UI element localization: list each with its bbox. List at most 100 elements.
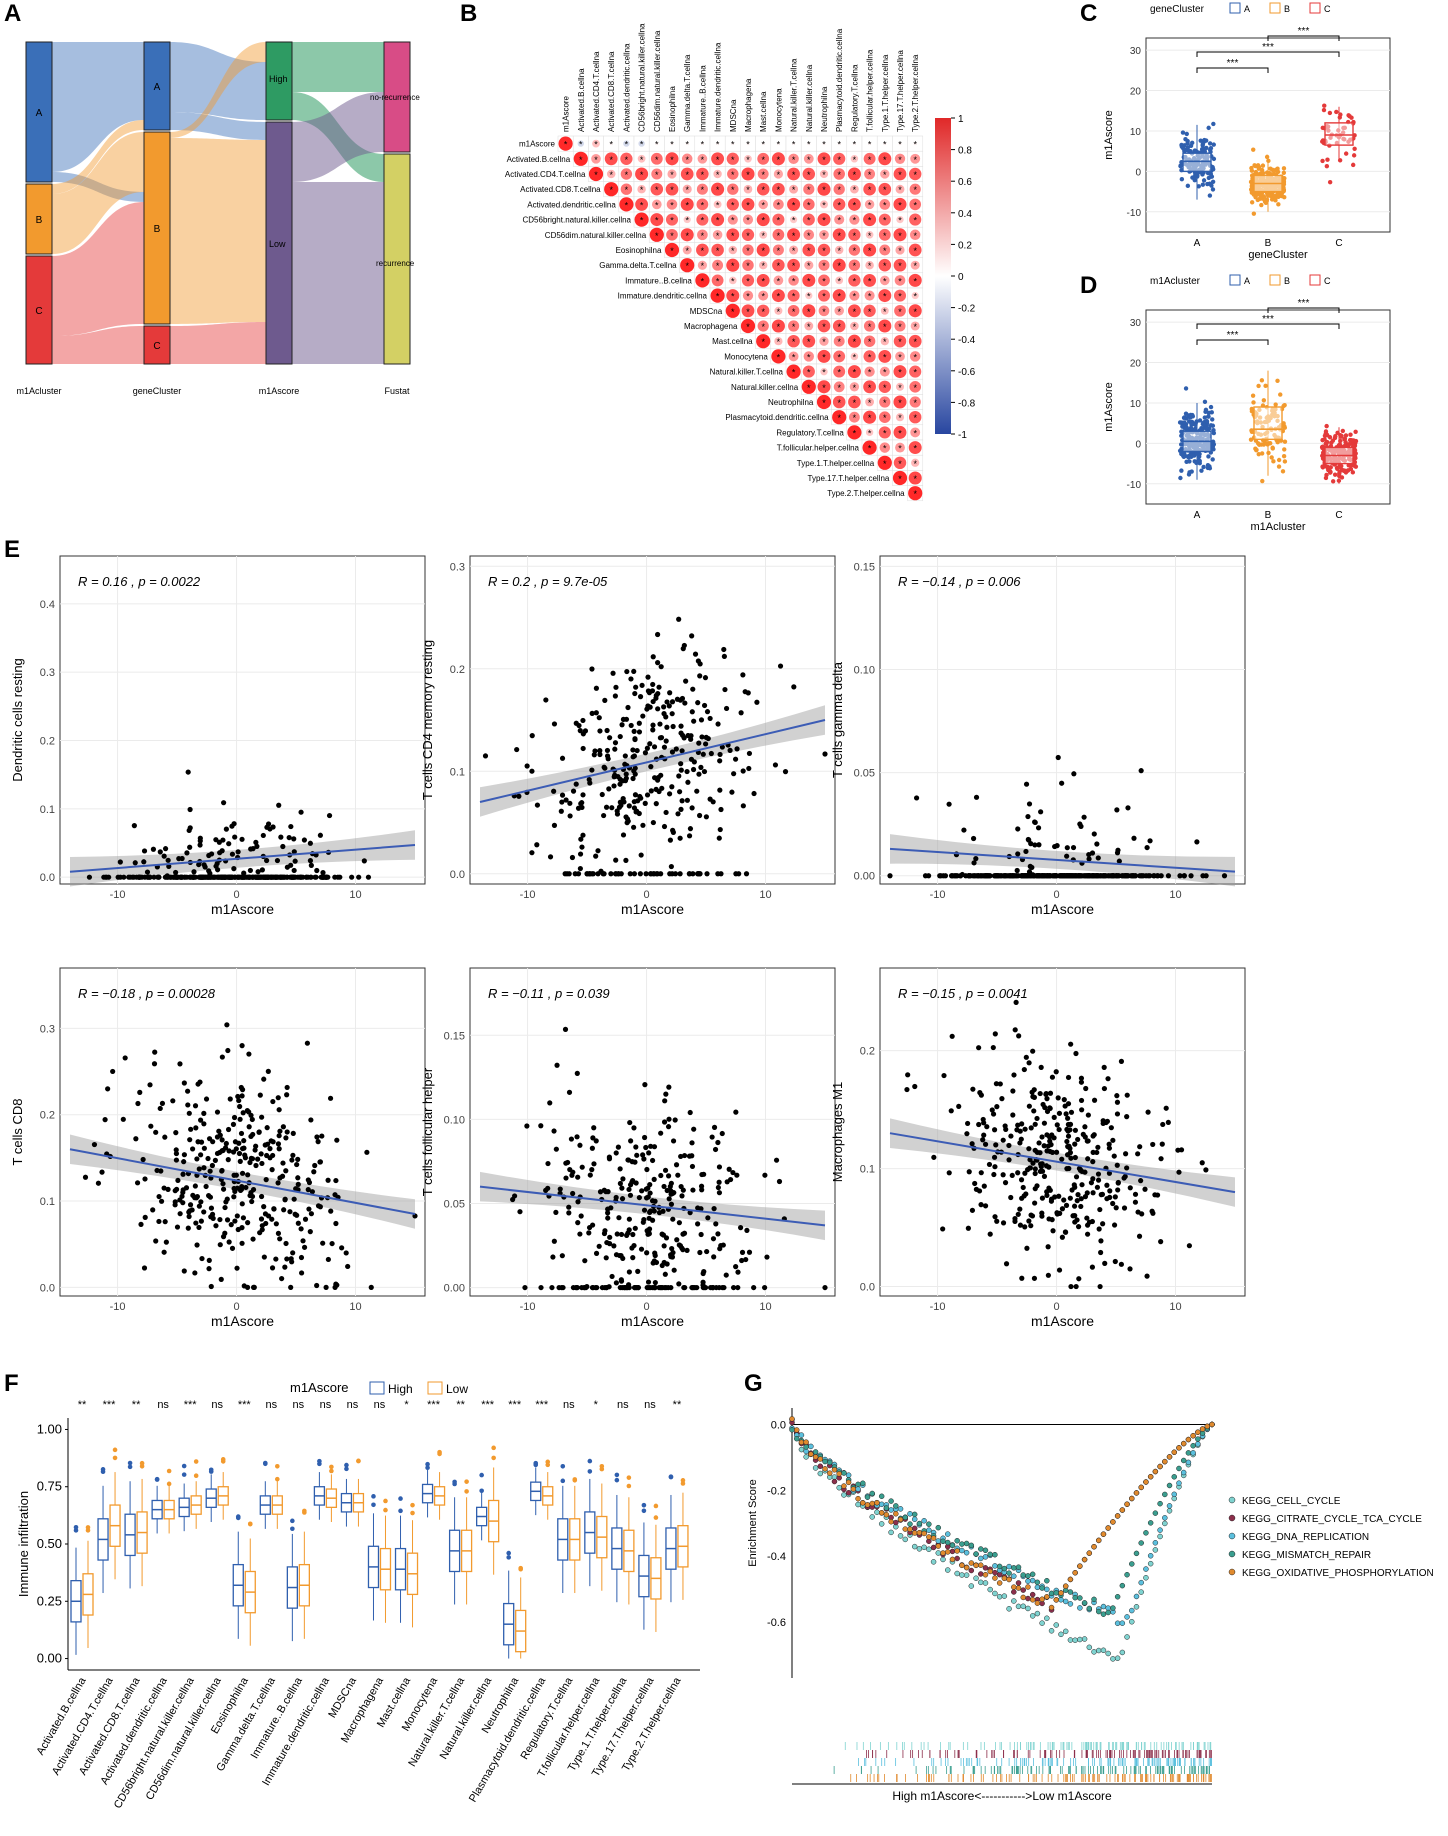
data-point (187, 806, 193, 813)
data-point (969, 1141, 975, 1147)
corr-star: * (625, 140, 629, 150)
data-point (1067, 1195, 1073, 1201)
es-point (1044, 1615, 1050, 1622)
corr-circle (880, 306, 889, 315)
stat-annotation: R = −0.11 , p = 0.039 (488, 986, 610, 1001)
data-point (152, 1049, 158, 1055)
outlier (344, 1466, 349, 1472)
corr-star: * (883, 444, 887, 454)
data-point (641, 1156, 647, 1162)
corr-circle (773, 169, 784, 179)
corr-circle (819, 229, 829, 240)
corr-star: * (853, 231, 857, 241)
corr-col-label: Mast.cellna (759, 91, 768, 132)
data-point (1118, 1261, 1124, 1267)
node-genecluster-c (143, 325, 171, 365)
x-tick-label: -10 (520, 889, 536, 901)
corr-star: * (777, 231, 781, 241)
corr-star: * (913, 474, 917, 484)
flow-gb-low (170, 138, 266, 324)
es-point (855, 1501, 861, 1508)
fit-line (479, 1185, 826, 1227)
corr-circle (726, 198, 739, 211)
corr-star: * (837, 292, 841, 302)
es-point (1138, 1589, 1144, 1595)
data-point (1055, 754, 1061, 761)
y-tick-label: 0.10 (854, 664, 875, 676)
corr-col-label: MDSCna (729, 99, 738, 132)
es-point (845, 1490, 852, 1496)
data-point (653, 695, 659, 701)
data-point (197, 842, 203, 848)
corr-star: * (761, 276, 765, 286)
corr-circle (863, 243, 877, 257)
data-point (238, 1186, 245, 1192)
data-point (1199, 468, 1204, 473)
data-point (946, 801, 952, 807)
data-point (661, 823, 668, 830)
data-point (1343, 433, 1349, 438)
corr-circle (848, 395, 861, 409)
x-tick-label: -10 (110, 889, 126, 901)
colorbar-tick-label: 0 (958, 272, 964, 283)
legend-label: High (388, 1382, 413, 1396)
es-point (803, 1454, 809, 1460)
data-point (612, 740, 619, 746)
data-point (1210, 457, 1215, 462)
y-axis-label: Dendritic cells resting (10, 658, 25, 782)
data-point (663, 738, 669, 744)
corr-star: * (837, 352, 841, 362)
data-point (1049, 1149, 1056, 1155)
data-point (578, 1213, 584, 1219)
data-point (1022, 1170, 1028, 1176)
data-point (575, 805, 582, 811)
data-point (684, 797, 690, 803)
es-point (1147, 1560, 1154, 1567)
data-point (634, 747, 640, 754)
data-point (661, 744, 668, 750)
outlier (208, 1467, 214, 1473)
data-point (577, 1142, 583, 1148)
data-point (158, 1198, 165, 1204)
data-point (1090, 1133, 1096, 1139)
data-point (704, 871, 710, 877)
corr-circle (802, 334, 816, 348)
data-point (1044, 873, 1051, 879)
outlier (383, 1498, 388, 1504)
data-point (99, 1169, 105, 1175)
stat-annotation: R = −0.18 , p = 0.00028 (78, 986, 216, 1001)
data-point (284, 1084, 290, 1091)
corr-circle (711, 182, 725, 196)
corr-star: * (746, 276, 750, 286)
data-point (1205, 181, 1210, 187)
data-point (578, 836, 584, 842)
data-point (273, 1256, 279, 1262)
corr-row-label: Activated.B.cellna (507, 155, 571, 164)
data-point (284, 1092, 290, 1098)
data-point (601, 812, 607, 819)
data-point (259, 1114, 265, 1120)
data-point (1089, 850, 1096, 856)
corr-circle (847, 167, 861, 181)
es-point (822, 1466, 828, 1472)
es-point (1072, 1594, 1078, 1601)
data-point (1104, 1182, 1110, 1188)
corr-circle (910, 321, 920, 331)
data-point (1017, 1222, 1024, 1228)
data-point (199, 1255, 205, 1262)
data-point (691, 1126, 697, 1132)
corr-row-label: Gamma.delta.T.cellna (599, 261, 677, 270)
data-point (1044, 1108, 1051, 1115)
corr-circle (772, 258, 785, 272)
es-point (1114, 1594, 1121, 1600)
corr-circle (833, 381, 845, 393)
data-point (242, 1155, 249, 1161)
data-point (605, 1210, 611, 1216)
data-point (1136, 1233, 1143, 1239)
data-point (275, 1141, 282, 1147)
data-point (1179, 176, 1185, 182)
data-point (1047, 1138, 1053, 1144)
data-point (701, 1171, 707, 1177)
corr-circle (893, 425, 907, 439)
